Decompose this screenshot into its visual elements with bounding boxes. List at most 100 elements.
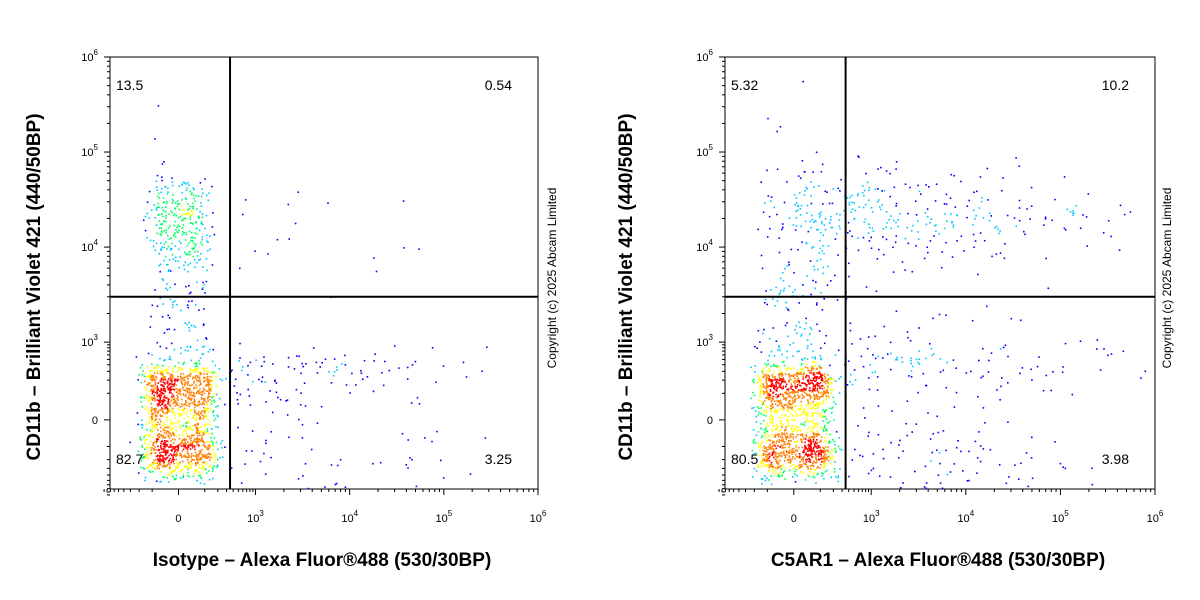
event-dot bbox=[160, 415, 162, 418]
event-dot bbox=[809, 450, 812, 452]
event-dot bbox=[188, 393, 191, 395]
event-dot bbox=[165, 405, 168, 408]
event-dot bbox=[181, 368, 184, 371]
event-dot bbox=[303, 382, 306, 384]
event-dot bbox=[807, 407, 809, 409]
event-dot bbox=[918, 358, 921, 360]
event-dot bbox=[776, 396, 778, 399]
event-dot bbox=[907, 212, 909, 215]
event-dot bbox=[853, 217, 856, 220]
event-dot bbox=[806, 204, 809, 207]
event-dot bbox=[774, 453, 776, 455]
event-dot bbox=[803, 371, 805, 373]
event-dot bbox=[204, 413, 207, 416]
event-dot bbox=[837, 254, 839, 256]
event-dot bbox=[784, 456, 787, 459]
y-tick-label: 0 bbox=[707, 415, 713, 427]
event-dot bbox=[778, 366, 781, 369]
event-dot bbox=[753, 467, 756, 470]
event-dot bbox=[146, 383, 148, 386]
event-dot bbox=[1091, 467, 1093, 470]
event-dot bbox=[802, 413, 805, 415]
event-dot bbox=[771, 383, 774, 385]
event-dot bbox=[777, 474, 780, 476]
event-dot bbox=[1036, 365, 1039, 368]
event-dot bbox=[755, 415, 758, 418]
y-tick-base: 10 bbox=[696, 242, 708, 254]
event-dot bbox=[780, 424, 783, 426]
event-dot bbox=[773, 206, 775, 209]
event-dot bbox=[216, 415, 219, 418]
event-dot bbox=[170, 389, 173, 391]
event-dot bbox=[786, 265, 789, 267]
event-dot bbox=[821, 450, 823, 452]
event-dot bbox=[811, 450, 813, 452]
event-dot bbox=[872, 354, 874, 356]
event-dot bbox=[168, 398, 170, 400]
event-dot bbox=[212, 348, 215, 351]
event-dot bbox=[807, 381, 810, 383]
event-dot bbox=[332, 374, 335, 377]
event-dot bbox=[301, 423, 304, 426]
event-dot bbox=[161, 407, 163, 409]
event-dot bbox=[783, 290, 785, 292]
event-dot bbox=[174, 365, 176, 368]
event-dot bbox=[213, 452, 216, 455]
event-dot bbox=[182, 475, 185, 477]
event-dot bbox=[876, 376, 879, 378]
event-dot bbox=[800, 407, 802, 410]
event-dot bbox=[146, 394, 149, 397]
event-dot bbox=[184, 441, 186, 444]
event-dot bbox=[140, 397, 142, 399]
event-dot bbox=[481, 370, 483, 372]
event-dot bbox=[435, 381, 437, 384]
event-dot bbox=[806, 454, 808, 456]
event-dot bbox=[776, 452, 778, 455]
event-dot bbox=[798, 350, 800, 353]
event-dot bbox=[145, 467, 148, 469]
event-dot bbox=[167, 426, 170, 429]
event-dot bbox=[149, 374, 152, 377]
event-dot bbox=[762, 419, 765, 422]
event-dot bbox=[788, 261, 790, 264]
event-dot bbox=[140, 381, 143, 384]
event-dot bbox=[384, 360, 386, 363]
event-dot bbox=[830, 377, 832, 379]
event-dot bbox=[906, 400, 909, 402]
event-dot bbox=[197, 403, 200, 405]
event-dot bbox=[162, 476, 164, 478]
event-dot bbox=[145, 434, 147, 436]
event-dot bbox=[190, 359, 193, 362]
event-dot bbox=[148, 422, 151, 424]
event-dot bbox=[163, 457, 165, 459]
x-tick-label: 0 bbox=[175, 513, 181, 525]
event-dot bbox=[772, 379, 774, 381]
event-dot bbox=[175, 445, 178, 448]
event-dot bbox=[194, 448, 196, 451]
event-dot bbox=[154, 419, 156, 421]
event-dot bbox=[218, 368, 221, 370]
event-dot bbox=[822, 391, 825, 393]
event-dot bbox=[188, 405, 191, 407]
event-dot bbox=[941, 251, 943, 253]
event-dot bbox=[799, 326, 801, 329]
event-dot bbox=[193, 392, 195, 395]
event-dot bbox=[189, 427, 192, 430]
event-dot bbox=[806, 364, 808, 366]
event-dot bbox=[151, 420, 154, 422]
event-dot bbox=[307, 487, 310, 490]
event-dot bbox=[189, 214, 192, 217]
event-dot bbox=[158, 213, 161, 216]
event-dot bbox=[904, 269, 906, 271]
event-dot bbox=[848, 475, 850, 478]
event-dot bbox=[159, 454, 162, 456]
event-dot bbox=[230, 370, 232, 373]
event-dot bbox=[176, 380, 179, 382]
event-dot bbox=[825, 456, 827, 459]
event-dot bbox=[798, 396, 800, 398]
event-dot bbox=[143, 375, 146, 377]
event-dot bbox=[770, 200, 772, 202]
event-dot bbox=[189, 222, 192, 224]
event-dot bbox=[850, 373, 852, 376]
event-dot bbox=[839, 468, 841, 470]
